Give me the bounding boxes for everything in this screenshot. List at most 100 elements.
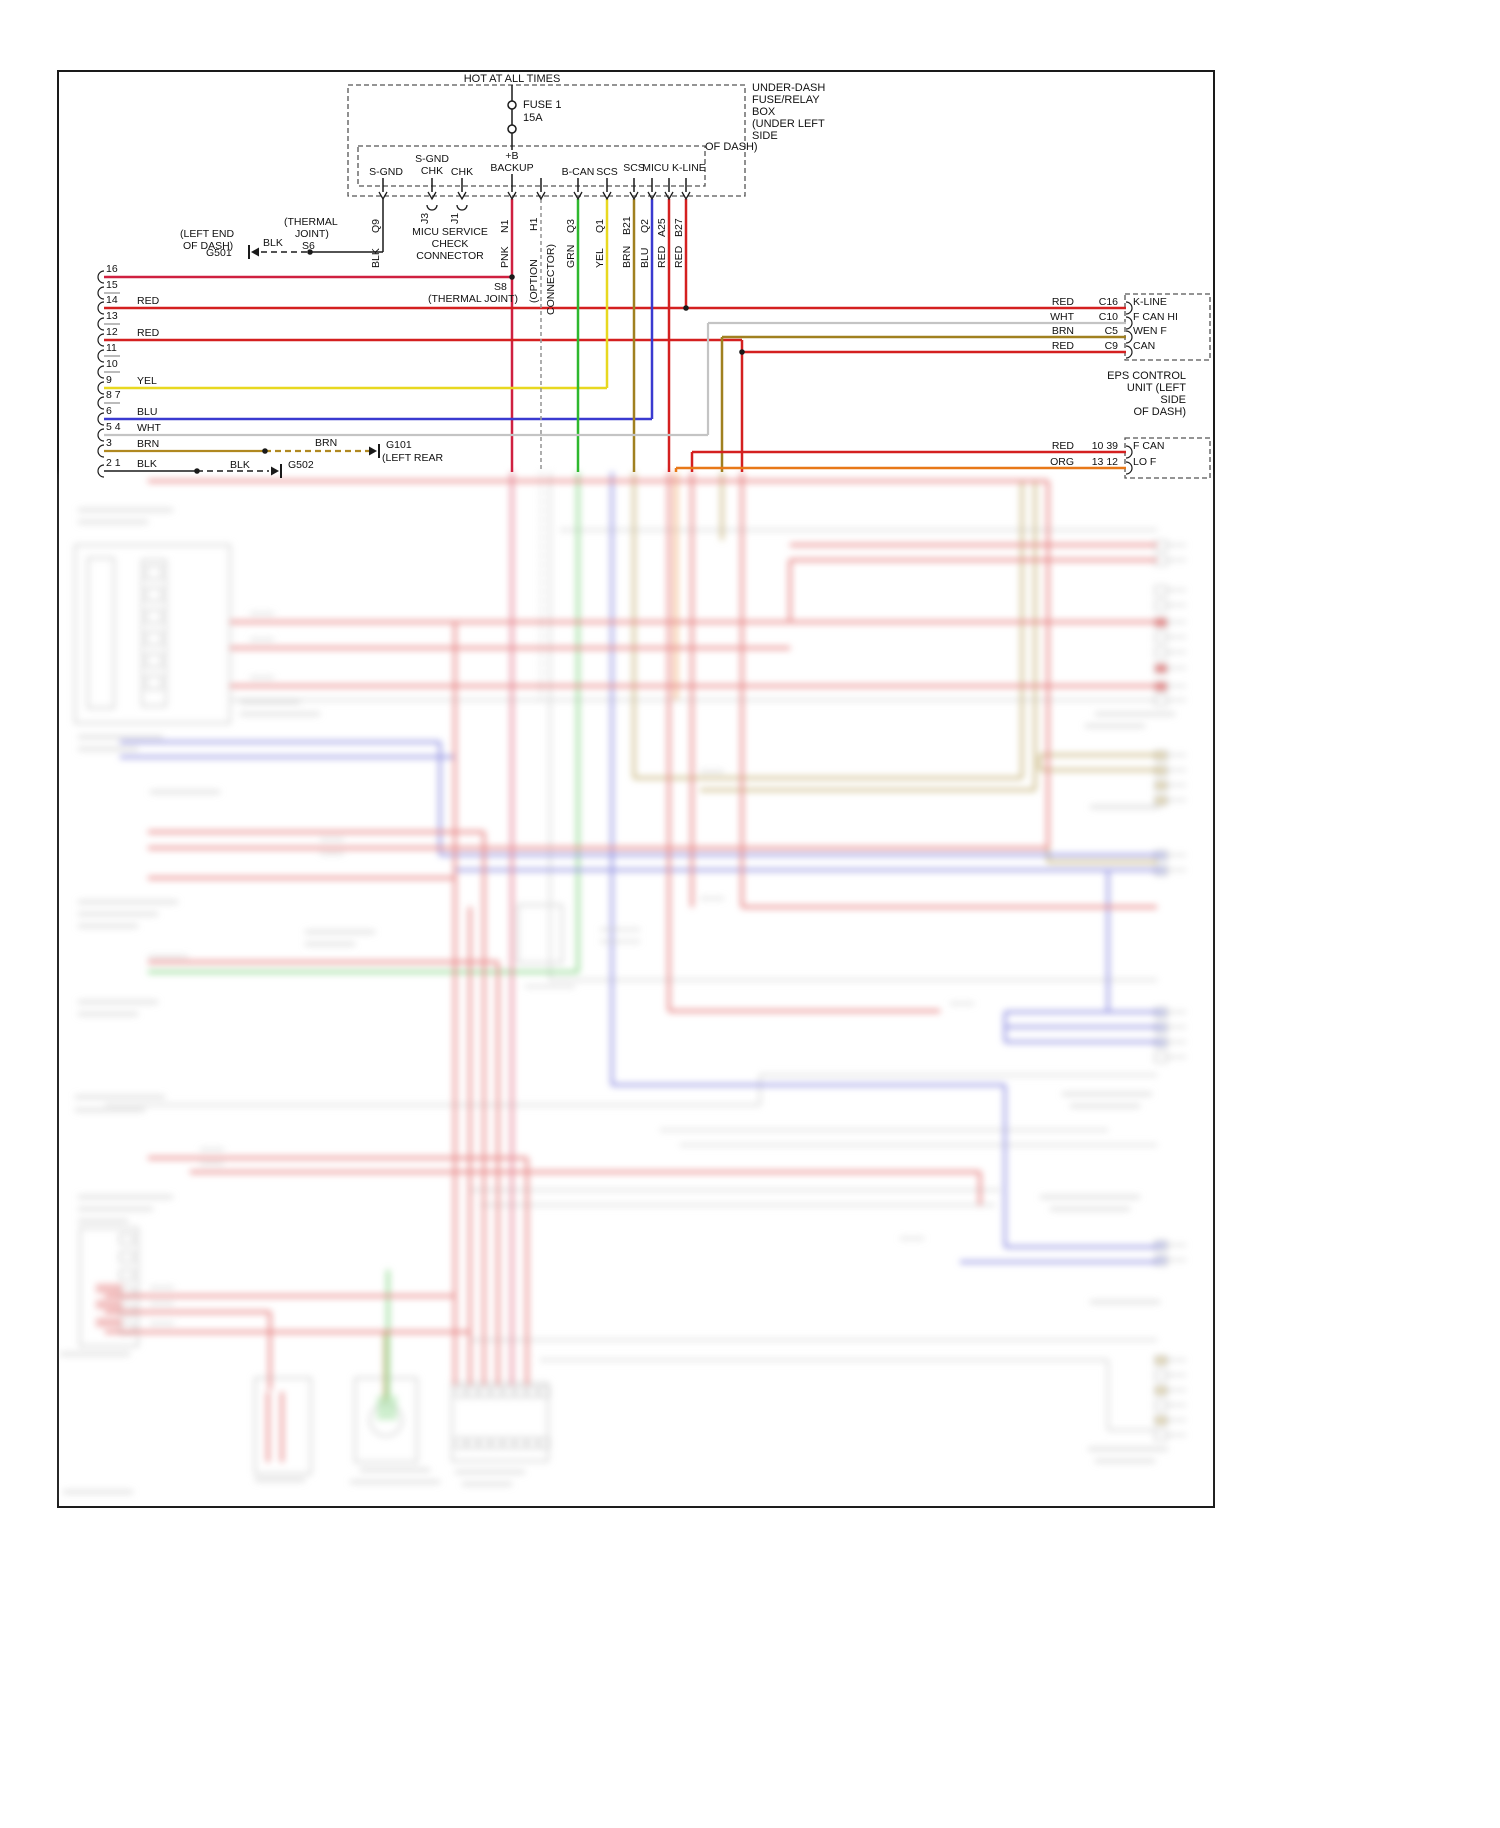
g101-wire-color: BRN: [315, 437, 338, 449]
terminal-scs: SCS: [623, 162, 645, 174]
eps-signal: CAN: [1133, 340, 1156, 352]
wire-color-brn: BRN: [621, 245, 633, 268]
micu-check-connector-label: MICU SERVICE: [412, 226, 488, 238]
green-wires: [148, 472, 580, 1398]
eps-signal: WEN F: [1133, 325, 1167, 337]
terminal-sgnd-chk: CHK: [420, 165, 444, 177]
eps-pin: 10 39: [1091, 440, 1118, 452]
option-connector-label: CONNECTOR): [545, 244, 557, 315]
g501-name: G501: [206, 247, 232, 259]
left-pin-number: 14: [106, 294, 118, 306]
eps-unit-label: UNIT (LEFT: [1126, 382, 1186, 394]
left-wire-yel-9: YEL: [137, 375, 157, 387]
terminal-plus-b: BACKUP: [489, 162, 535, 174]
fusebox-label-line: (UNDER LEFT: [752, 118, 825, 130]
fusebox-label-line: FUSE/RELAY: [752, 94, 820, 106]
g101-location: (LEFT REAR: [382, 452, 444, 464]
pin-n1: N1: [499, 219, 511, 233]
eps-unit-label: EPS CONTROL: [1107, 370, 1186, 382]
terminal-micu-k-line: MICU K-LINE: [642, 162, 706, 174]
red-wires: [105, 472, 1157, 1462]
left-wire-blu-6: BLU: [137, 406, 158, 418]
pin-a25: A25: [656, 218, 668, 237]
g501-location: (LEFT END: [180, 228, 235, 240]
s8-location: (THERMAL JOINT): [428, 293, 519, 305]
eps-signal: F CAN: [1133, 440, 1165, 452]
eps-unit-label: SIDE: [1160, 394, 1186, 406]
pin-h1: H1: [528, 217, 540, 231]
eps-unit-label: OF DASH): [1133, 406, 1186, 418]
fusebox-label-line: OF DASH): [705, 141, 758, 153]
eps-signal: LO F: [1133, 456, 1157, 468]
left-pin-number: 12: [106, 326, 118, 338]
pin-q1: Q1: [594, 218, 606, 233]
fuse-name-label: FUSE 1: [522, 99, 563, 111]
eps-signal: K-LINE: [1133, 296, 1167, 308]
wire-color-yel: YEL: [594, 248, 606, 268]
g502-wire-color: BLK: [230, 459, 250, 471]
fusebox-label-line: BOX: [752, 106, 776, 118]
blurred-text-blobs: [60, 508, 1175, 1494]
g101-name: G101: [386, 439, 412, 451]
fusebox-label-line: UNDER-DASH: [752, 82, 826, 94]
diagram-border: [57, 70, 1215, 1508]
eps-wire-color: ORG: [1050, 456, 1074, 468]
wire-color-blu: BLU: [639, 247, 651, 268]
device-outlines: [74, 544, 563, 1475]
s6-location: JOINT): [295, 228, 329, 240]
eps-wire-color: RED: [1051, 440, 1074, 452]
left-wire-wht-54: WHT: [137, 422, 161, 434]
left-wire-red-12: RED: [137, 327, 160, 339]
blurred-diagram-region: [57, 472, 1213, 1504]
left-pin-number: 15: [106, 279, 118, 291]
eps-wire-color: BRN: [1051, 325, 1074, 337]
wire-color-grn: GRN: [565, 244, 577, 268]
blue-wires: [120, 472, 1157, 1264]
wire-color-red: RED: [673, 245, 685, 268]
pin-q3: Q3: [565, 218, 577, 233]
pin-b27: B27: [673, 218, 685, 237]
g501-wire-color: BLK: [263, 237, 283, 249]
eps-wire-color: RED: [1051, 340, 1074, 352]
pin-q9: Q9: [370, 218, 382, 233]
s6-name: S6: [302, 240, 315, 252]
left-wire-red-14: RED: [137, 295, 160, 307]
left-pin-number: 16: [106, 263, 118, 275]
g501-location: OF DASH): [183, 240, 234, 252]
eps-pin: C5: [1104, 325, 1118, 337]
eps-wire-color: RED: [1051, 296, 1074, 308]
wire-color-pnk: PNK: [499, 246, 511, 268]
g502-name: G502: [288, 459, 314, 471]
pin-q2: Q2: [639, 218, 651, 233]
left-pin-number: 8 7: [106, 389, 121, 401]
left-pin-number: 13: [106, 310, 118, 322]
fuse-rating-label: 15A: [522, 112, 544, 124]
brown-wires: [383, 472, 1157, 1402]
s6-location: (THERMAL: [284, 216, 338, 228]
left-pin-number: 9: [106, 374, 112, 386]
wire-color-blk: BLK: [370, 248, 382, 268]
wiring-blur-layer: [57, 472, 1213, 1504]
s8-name: S8: [494, 281, 507, 293]
eps-pin: 13 12: [1091, 456, 1118, 468]
fusebox-label-line: SIDE: [752, 130, 778, 142]
eps-pin: C10: [1098, 311, 1118, 323]
left-wire-brn-3: BRN: [137, 438, 160, 450]
micu-check-connector-label: CONNECTOR: [416, 250, 484, 262]
left-pin-number: 2 1: [106, 457, 121, 469]
left-pin-number: 6: [106, 405, 112, 417]
left-pin-number: 3: [106, 437, 112, 449]
right-pin-stubs: [1167, 544, 1186, 1436]
eps-signal: F CAN HI: [1133, 311, 1178, 323]
hot-at-all-times-label: HOT AT ALL TIMES: [463, 73, 561, 85]
left-pin-number: 10: [106, 358, 118, 370]
terminal-scs: SCS: [596, 166, 618, 178]
terminal-chk: CHK: [450, 166, 474, 178]
eps-wire-color: WHT: [1050, 311, 1074, 323]
pin-j3: J3: [419, 212, 431, 224]
terminal-sgnd-chk: S-GND: [415, 153, 449, 165]
pin-j1: J1: [449, 212, 461, 224]
pin-b21: B21: [621, 216, 633, 235]
wire-color-red: RED: [656, 245, 668, 268]
